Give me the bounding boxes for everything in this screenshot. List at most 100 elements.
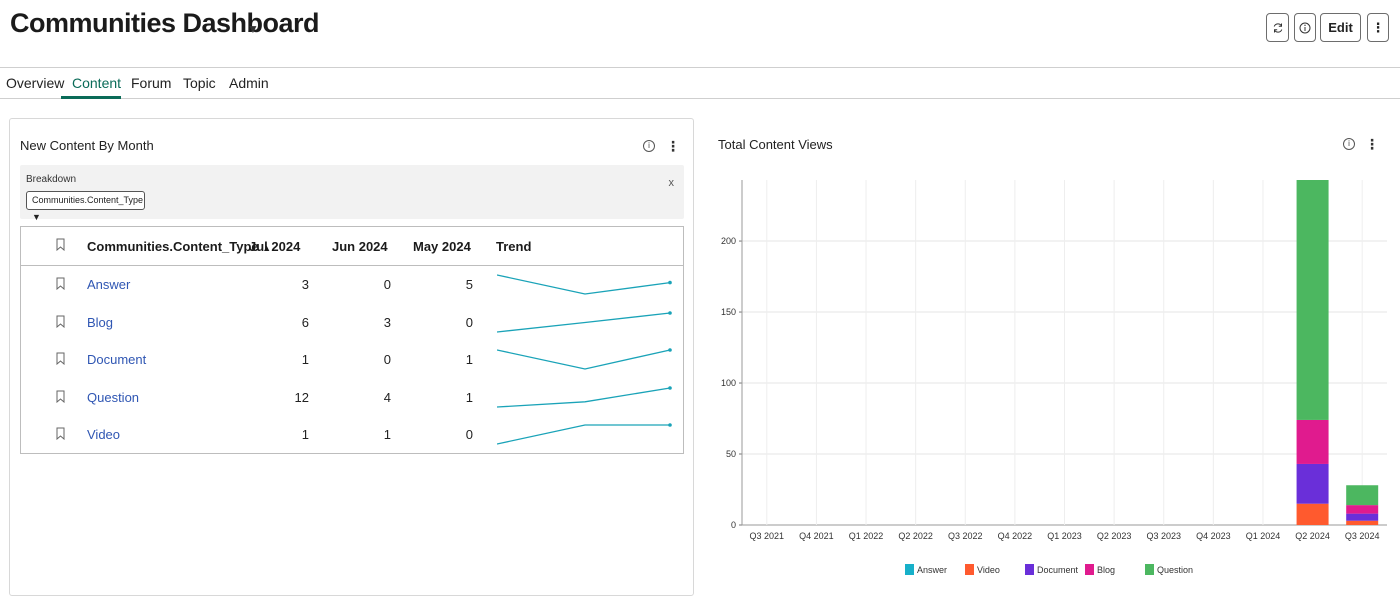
bar-segment-question[interactable] <box>1296 180 1329 420</box>
content-type-link[interactable]: Question <box>87 389 140 405</box>
trend-line <box>497 274 671 295</box>
bar-segment-video[interactable] <box>1346 520 1379 525</box>
cell-may-2024: 0 <box>465 314 473 330</box>
info-icon <box>1299 22 1311 33</box>
column-header-trend[interactable]: Trend <box>496 239 532 254</box>
x-tick-label: Q1 2023 <box>1047 531 1082 541</box>
bookmark-icon[interactable] <box>56 390 65 403</box>
table-row: Blog 6 3 0 <box>21 304 683 341</box>
bar-segment-question[interactable] <box>1346 485 1379 506</box>
column-header-jun-2024[interactable]: Jun 2024 <box>332 239 388 254</box>
legend-label: Question <box>1157 565 1193 575</box>
close-breakdown-button[interactable]: x <box>668 177 675 189</box>
legend-swatch <box>965 564 974 575</box>
table-row: Answer 3 0 5 <box>21 266 683 303</box>
x-tick-label: Q4 2023 <box>1196 531 1231 541</box>
refresh-icon <box>1273 22 1282 33</box>
new-content-card: New Content By Month i ⋮ Breakdown Commu… <box>9 118 694 596</box>
trend-line <box>497 349 671 370</box>
y-tick-label: 100 <box>721 378 736 388</box>
title-dropdown-icon[interactable]: ▼ <box>247 22 259 36</box>
legend-label: Answer <box>917 565 947 575</box>
bar-segment-document[interactable] <box>1296 463 1329 504</box>
bookmark-icon[interactable] <box>56 352 65 365</box>
cell-jul-2024: 3 <box>301 277 309 292</box>
bookmark-icon[interactable] <box>56 315 65 328</box>
more-options-button[interactable]: ⋮ <box>1367 13 1389 42</box>
cell-may-2024: 1 <box>465 352 473 367</box>
tab-admin[interactable]: Admin <box>229 75 269 91</box>
page-title: Communities Dashboard <box>10 8 320 38</box>
bar-segment-document[interactable] <box>1346 513 1379 521</box>
table-row: Video 1 1 0 <box>21 416 683 453</box>
tab-overview[interactable]: Overview <box>6 75 65 91</box>
cell-may-2024: 1 <box>465 389 473 405</box>
x-tick-label: Q4 2021 <box>799 531 834 541</box>
cell-jul-2024: 6 <box>301 314 309 330</box>
info-button[interactable] <box>1294 13 1316 42</box>
x-tick-label: Q1 2022 <box>849 531 884 541</box>
legend-label: Document <box>1037 565 1079 575</box>
legend-label: Video <box>977 565 1000 575</box>
column-header-content-type[interactable]: Communities.Content_Type ▲ <box>87 239 272 254</box>
column-header-may-2024[interactable]: May 2024 <box>413 239 471 254</box>
x-tick-label: Q4 2022 <box>998 531 1033 541</box>
content-type-link[interactable]: Video <box>87 427 121 442</box>
chevron-down-icon: ▼ <box>32 212 41 222</box>
bar-segment-blog[interactable] <box>1346 505 1379 514</box>
tab-bar: Overview Content Forum Topic Admin <box>0 67 1400 99</box>
x-tick-label: Q3 2023 <box>1146 531 1181 541</box>
legend-swatch <box>1085 564 1094 575</box>
cell-jun-2024: 0 <box>383 277 391 292</box>
x-tick-label: Q2 2023 <box>1097 531 1132 541</box>
edit-button[interactable]: Edit <box>1320 13 1361 42</box>
bookmark-icon[interactable] <box>56 277 65 290</box>
table-row: Document 1 0 1 <box>21 341 683 378</box>
cell-jun-2024: 4 <box>383 389 391 405</box>
content-type-link[interactable]: Blog <box>87 314 114 330</box>
trend-endpoint <box>668 280 672 285</box>
y-tick-label: 50 <box>726 449 736 459</box>
content-table: Communities.Content_Type ▲ Jul 2024 Jun … <box>20 226 684 454</box>
tab-content[interactable]: Content <box>72 75 122 91</box>
info-icon[interactable]: i <box>643 140 655 152</box>
trend-endpoint <box>668 423 672 427</box>
y-tick-label: 150 <box>721 307 736 317</box>
trend-line <box>497 386 671 408</box>
cell-jun-2024: 3 <box>383 314 391 330</box>
legend-swatch <box>1025 564 1034 575</box>
active-tab-indicator <box>61 96 121 99</box>
tab-forum[interactable]: Forum <box>131 75 172 91</box>
sort-asc-icon: ▲ <box>262 243 272 253</box>
trend-endpoint <box>668 310 672 315</box>
breakdown-select-value: Communities.Content_Type <box>32 195 144 205</box>
bar-segment-blog[interactable] <box>1296 419 1329 464</box>
total-content-views-card: Total Content Views i ⋮ 0 50 100 150 200 Q3 2… <box>702 118 1392 596</box>
cell-jul-2024: 12 <box>294 389 309 405</box>
breakdown-select[interactable]: Communities.Content_Type ▼ <box>26 191 145 222</box>
cell-jun-2024: 0 <box>383 352 391 367</box>
bookmark-icon[interactable] <box>56 427 65 440</box>
chart-title: Total Content Views <box>718 137 833 152</box>
bookmark-icon[interactable] <box>56 238 65 251</box>
content-type-link[interactable]: Document <box>87 352 147 367</box>
kebab-icon[interactable]: ⋮ <box>666 138 680 154</box>
card-title: New Content By Month <box>20 138 154 153</box>
refresh-button[interactable] <box>1266 13 1289 42</box>
tab-topic[interactable]: Topic <box>183 75 216 91</box>
x-tick-label: Q2 2024 <box>1295 531 1330 541</box>
trend-endpoint <box>668 348 672 352</box>
trend-sparkline <box>497 274 672 295</box>
legend-swatch <box>1145 564 1154 575</box>
content-type-link[interactable]: Answer <box>87 277 131 292</box>
column-header-jul-2024[interactable]: Jul 2024 <box>249 239 301 254</box>
table-row: Question 12 4 1 <box>21 379 683 416</box>
cell-jun-2024: 1 <box>383 427 391 442</box>
breakdown-filter: Breakdown Communities.Content_Type ▼ x <box>20 165 684 222</box>
cell-jul-2024: 1 <box>301 427 309 442</box>
bar-segment-video[interactable] <box>1296 503 1329 525</box>
info-icon[interactable]: i <box>1343 138 1355 150</box>
kebab-icon[interactable]: ⋮ <box>1365 136 1379 152</box>
legend-swatch <box>905 564 914 575</box>
trend-sparkline <box>497 385 672 408</box>
